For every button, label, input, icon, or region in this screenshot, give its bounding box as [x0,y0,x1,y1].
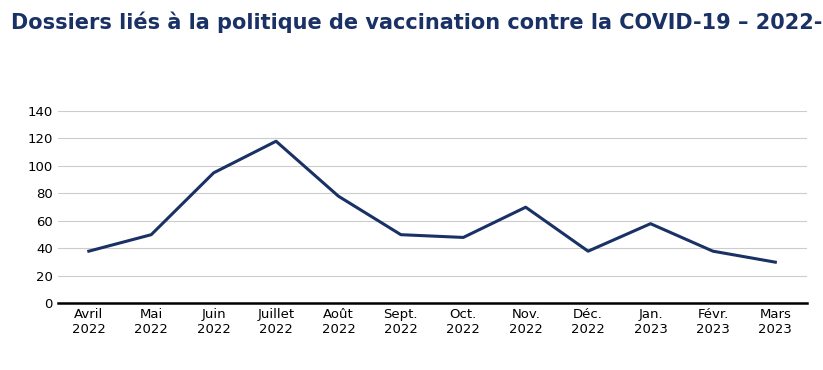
Text: Dossiers liés à la politique de vaccination contre la COVID-19 – 2022-2023: Dossiers liés à la politique de vaccinat… [11,11,823,33]
